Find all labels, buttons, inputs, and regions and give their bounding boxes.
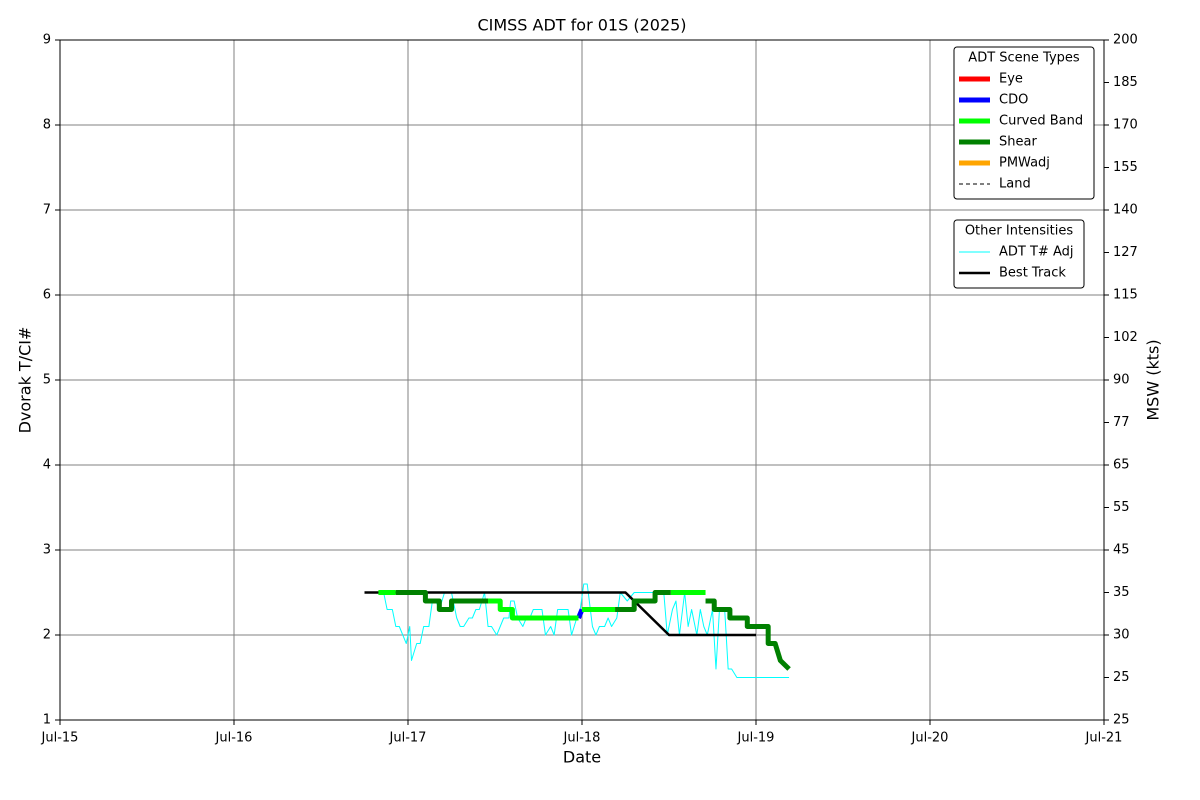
legend-box	[953, 219, 1085, 289]
y-tick-label: 9	[43, 33, 51, 48]
legend-label: PMWadj	[999, 156, 1050, 171]
y2-tick-label: 45	[1113, 543, 1130, 558]
y-tick-label: 5	[43, 373, 51, 388]
x-tick-label: Jul-15	[41, 731, 79, 746]
legend-label: Eye	[999, 72, 1023, 87]
legend-label: Best Track	[999, 266, 1066, 281]
y2-tick-label: 170	[1113, 118, 1138, 133]
y2-axis-label: MSW (kts)	[1144, 339, 1163, 420]
y2-tick-label: 35	[1113, 585, 1130, 600]
x-tick-label: Jul-18	[563, 731, 601, 746]
y2-tick-label: 30	[1113, 628, 1130, 643]
legend-title: ADT Scene Types	[968, 51, 1080, 66]
legend-label: Shear	[999, 135, 1037, 150]
y2-tick-label: 200	[1113, 33, 1138, 48]
y2-tick-label: 102	[1113, 330, 1138, 345]
y2-tick-label: 25	[1113, 713, 1130, 728]
series-line	[378, 583, 790, 678]
y2-tick-label: 90	[1113, 373, 1130, 388]
y2-tick-label: 25	[1113, 670, 1130, 685]
plot-frame	[59, 39, 1105, 721]
x-tick-label: Jul-17	[389, 731, 427, 746]
y2-tick-label: 65	[1113, 458, 1130, 473]
legend-label: CDO	[999, 93, 1028, 108]
chart-title: CIMSS ADT for 01S (2025)	[477, 16, 686, 35]
legend-label: Curved Band	[999, 114, 1083, 129]
x-tick-label: Jul-20	[911, 731, 949, 746]
legend-label: ADT T# Adj	[999, 245, 1073, 260]
y-tick-label: 1	[43, 713, 51, 728]
legend-title: Other Intensities	[965, 224, 1074, 239]
series-line	[378, 590, 706, 621]
y2-tick-label: 77	[1113, 415, 1130, 430]
y2-tick-label: 185	[1113, 75, 1138, 90]
y-tick-label: 2	[43, 628, 51, 643]
y-tick-label: 8	[43, 118, 51, 133]
y-tick-label: 7	[43, 203, 51, 218]
series-line	[364, 591, 756, 637]
x-tick-label: Jul-16	[215, 731, 253, 746]
y2-tick-label: 140	[1113, 203, 1138, 218]
series-line	[576, 608, 585, 619]
x-tick-label: Jul-21	[1085, 731, 1123, 746]
y-tick-label: 4	[43, 458, 51, 473]
x-tick-label: Jul-19	[737, 731, 775, 746]
y-axis-label: Dvorak T/CI#	[16, 327, 35, 434]
y2-tick-label: 127	[1113, 245, 1138, 260]
x-axis-label: Date	[563, 748, 601, 767]
legend-label: Land	[999, 177, 1031, 192]
y2-tick-label: 155	[1113, 160, 1138, 175]
y2-tick-label: 55	[1113, 500, 1130, 515]
y-tick-label: 3	[43, 543, 51, 558]
y-tick-label: 6	[43, 288, 51, 303]
y2-tick-label: 115	[1113, 288, 1138, 303]
series-line	[395, 590, 791, 671]
